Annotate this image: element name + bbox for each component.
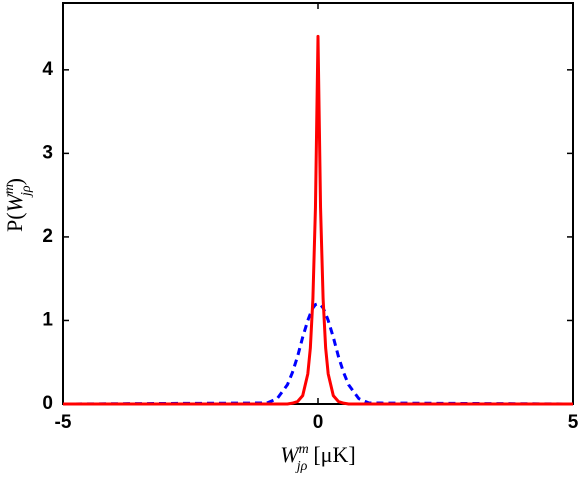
y-tick-label: 4 (42, 59, 53, 80)
y-label-sub: jρ (19, 185, 34, 198)
y-label-suffix: ) (2, 178, 27, 185)
x-tick-label: 0 (313, 412, 324, 433)
y-tick-label: 3 (42, 142, 53, 163)
x-label-sup: m (299, 442, 309, 457)
x-label-unit: [μK] (313, 442, 355, 467)
x-label-base: W (280, 442, 300, 467)
y-tick-label: 2 (42, 226, 53, 247)
y-tick-label: 1 (42, 309, 53, 330)
y-tick-label: 0 (42, 393, 53, 414)
y-label-prefix: P( (2, 212, 27, 232)
y-label-sup: m (2, 184, 17, 194)
data-line (63, 34, 573, 406)
data-line (62, 302, 574, 406)
x-tick-label: 5 (568, 412, 579, 433)
y-axis-label: P(Wm jρ) (2, 178, 34, 232)
y-label-base: W (2, 192, 27, 212)
x-axis-label: Wm jρ [μK] (280, 442, 355, 474)
x-tick-label: -5 (55, 412, 72, 433)
x-label-sub: jρ (295, 459, 308, 474)
